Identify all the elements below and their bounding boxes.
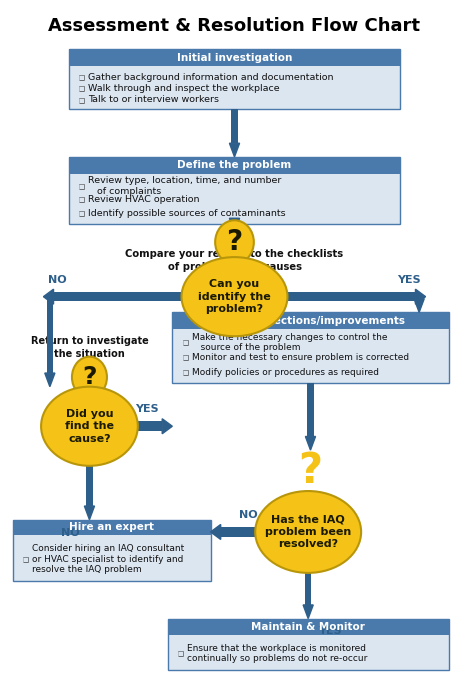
FancyBboxPatch shape [53, 292, 182, 301]
FancyBboxPatch shape [172, 312, 449, 329]
Polygon shape [229, 143, 240, 157]
FancyBboxPatch shape [307, 383, 314, 436]
Text: ❑: ❑ [182, 355, 189, 360]
Ellipse shape [182, 257, 287, 336]
Text: Can you
identify the
problem?: Can you identify the problem? [198, 279, 271, 314]
Text: Assessment & Resolution Flow Chart: Assessment & Resolution Flow Chart [48, 17, 421, 35]
Polygon shape [305, 436, 316, 450]
FancyBboxPatch shape [221, 527, 255, 537]
Text: Review HVAC operation: Review HVAC operation [88, 195, 200, 204]
Text: Return to investigate
the situation: Return to investigate the situation [30, 336, 148, 359]
Polygon shape [44, 289, 53, 304]
FancyBboxPatch shape [13, 520, 211, 535]
Text: ?: ? [82, 365, 97, 389]
Ellipse shape [72, 357, 107, 398]
Text: ?: ? [227, 228, 242, 256]
FancyBboxPatch shape [416, 297, 423, 299]
Text: ❑: ❑ [23, 556, 29, 562]
Text: Walk through and inspect the workplace: Walk through and inspect the workplace [88, 84, 280, 93]
FancyBboxPatch shape [305, 573, 311, 605]
Text: ❑: ❑ [79, 74, 85, 80]
Text: Review type, location, time, and number
   of complaints: Review type, location, time, and number … [88, 176, 281, 196]
Text: Monitor and test to ensure problem is corrected: Monitor and test to ensure problem is co… [192, 353, 409, 362]
Text: NO: NO [61, 529, 79, 538]
Text: ❑: ❑ [79, 196, 85, 203]
Text: Make corrections/improvements: Make corrections/improvements [215, 316, 406, 326]
Text: YES: YES [397, 275, 421, 284]
Polygon shape [162, 419, 172, 434]
Polygon shape [229, 218, 240, 232]
Text: Ensure that the workplace is monitored
continually so problems do not re-occur: Ensure that the workplace is monitored c… [187, 644, 367, 664]
Polygon shape [211, 524, 221, 539]
Text: Identify possible sources of contaminants: Identify possible sources of contaminant… [88, 209, 286, 218]
FancyBboxPatch shape [13, 520, 211, 581]
Text: ❑: ❑ [182, 340, 189, 345]
Polygon shape [414, 299, 424, 312]
Text: ❑: ❑ [182, 370, 189, 375]
Polygon shape [416, 289, 425, 304]
Text: ❑: ❑ [79, 85, 85, 91]
FancyBboxPatch shape [168, 619, 449, 636]
FancyBboxPatch shape [69, 157, 400, 224]
Text: Gather background information and documentation: Gather background information and docume… [88, 72, 333, 82]
Text: ❑: ❑ [79, 211, 85, 216]
Ellipse shape [255, 491, 361, 573]
Text: NO: NO [239, 510, 257, 520]
Text: Initial investigation: Initial investigation [177, 53, 292, 63]
Text: Modify policies or procedures as required: Modify policies or procedures as require… [192, 368, 378, 377]
FancyBboxPatch shape [69, 157, 400, 173]
Text: Talk to or interview workers: Talk to or interview workers [88, 95, 219, 104]
Text: Did you
find the
cause?: Did you find the cause? [65, 409, 114, 444]
FancyBboxPatch shape [138, 421, 162, 431]
Text: Hire an expert: Hire an expert [69, 522, 154, 533]
Text: Consider hiring an IAQ consultant
or HVAC specialist to identify and
resolve the: Consider hiring an IAQ consultant or HVA… [32, 544, 184, 574]
Text: ❑: ❑ [79, 183, 85, 189]
FancyBboxPatch shape [231, 109, 238, 143]
FancyBboxPatch shape [86, 466, 93, 506]
FancyBboxPatch shape [46, 297, 53, 373]
Polygon shape [84, 506, 95, 520]
Text: Compare your results to the checklists
of problems and causes: Compare your results to the checklists o… [125, 249, 344, 272]
FancyBboxPatch shape [69, 49, 400, 66]
Text: Make the necessary changes to control the
   source of the problem: Make the necessary changes to control th… [192, 333, 387, 352]
Text: Has the IAQ
problem been
resolved?: Has the IAQ problem been resolved? [265, 514, 351, 550]
FancyBboxPatch shape [231, 218, 238, 224]
FancyBboxPatch shape [172, 312, 449, 383]
Text: Define the problem: Define the problem [177, 160, 292, 170]
FancyBboxPatch shape [168, 619, 449, 670]
Text: ❑: ❑ [178, 651, 184, 657]
Ellipse shape [41, 387, 138, 466]
FancyBboxPatch shape [287, 292, 416, 301]
Text: YES: YES [318, 626, 342, 636]
Polygon shape [45, 373, 55, 387]
Text: ?: ? [298, 449, 323, 492]
Ellipse shape [215, 220, 254, 264]
Text: ❑: ❑ [79, 97, 85, 103]
Text: Maintain & Monitor: Maintain & Monitor [251, 622, 365, 632]
FancyBboxPatch shape [69, 49, 400, 109]
Polygon shape [303, 605, 313, 619]
Text: NO: NO [48, 275, 67, 284]
Text: YES: YES [135, 404, 159, 414]
